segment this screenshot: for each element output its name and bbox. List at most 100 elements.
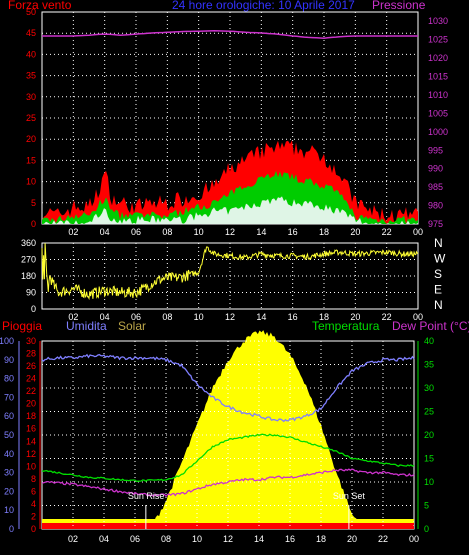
wind-x-tick-label: 18 <box>319 227 329 237</box>
wind-x-tick-label: 14 <box>256 227 266 237</box>
rain-y-tick-label: 12 <box>26 449 36 459</box>
climate-x-tick-label: 16 <box>285 534 295 544</box>
rain-y-tick-label: 18 <box>26 411 36 421</box>
rain-y-tick-label: 24 <box>26 374 36 384</box>
climate-x-tick-label: 08 <box>161 534 171 544</box>
humidity-line <box>41 353 415 423</box>
legend-umidita: Umidita <box>66 319 107 333</box>
climate-x-tick-label: 10 <box>192 534 202 544</box>
humidity-y-tick-label: 10 <box>4 505 14 515</box>
rain-y-tick-label: 16 <box>26 424 36 434</box>
pressure-y-tick-label: 1015 <box>428 72 448 82</box>
pressure-line <box>42 30 418 39</box>
pressure-y-tick-label: 975 <box>428 219 443 229</box>
pressure-y-tick-label: 1030 <box>428 16 448 26</box>
climate-chart-grid <box>42 340 415 529</box>
direction-x-tick-label: 20 <box>350 312 360 322</box>
humidity-y-tick-label: 40 <box>4 449 14 459</box>
rain-y-tick-label: 8 <box>31 474 36 484</box>
direction-y-tick-label: 360 <box>21 238 36 248</box>
temperature-y-tick-label: 25 <box>424 407 434 417</box>
temperature-line <box>41 433 415 483</box>
direction-y-tick-label: 180 <box>21 271 36 281</box>
pressure-y-tick-label: 980 <box>428 201 443 211</box>
pressure-y-tick-label: 995 <box>428 145 443 155</box>
pressure-y-tick-label: 1010 <box>428 90 448 100</box>
wind-x-tick-label: 08 <box>162 227 172 237</box>
direction-x-tick-label: 14 <box>256 312 266 322</box>
direction-x-tick-label: 04 <box>100 312 110 322</box>
wind-y-tick-label: 25 <box>26 113 36 123</box>
humidity-y-tick-label: 0 <box>9 524 14 534</box>
climate-x-tick-label: 14 <box>254 534 264 544</box>
direction-x-tick-label: 16 <box>288 312 298 322</box>
wind-x-tick-label: 06 <box>131 227 141 237</box>
climate-x-tick-label: 20 <box>347 534 357 544</box>
direction-chart-marks <box>41 243 419 301</box>
temperature-y-tick-label: 5 <box>424 501 429 511</box>
rain-y-tick-label: 6 <box>31 486 36 496</box>
pressure-y-tick-label: 1020 <box>428 53 448 63</box>
humidity-y-tick-label: 70 <box>4 392 14 402</box>
dew-point-line <box>41 468 415 498</box>
humidity-y-tick-label: 90 <box>4 355 14 365</box>
direction-x-tick-label: 06 <box>131 312 141 322</box>
compass-label: E <box>434 283 442 297</box>
climate-x-tick-label: 06 <box>130 534 140 544</box>
climate-x-tick-label: 00 <box>409 534 419 544</box>
climate-chart-axes: 0102030405060708090100024681012141618202… <box>0 336 434 544</box>
wind-x-tick-label: 02 <box>68 227 78 237</box>
humidity-y-tick-label: 80 <box>4 374 14 384</box>
rain-y-tick-label: 28 <box>26 349 36 359</box>
wind-x-tick-label: 22 <box>382 227 392 237</box>
rain-y-tick-label: 4 <box>31 499 36 509</box>
legend-solar: Solar <box>118 319 146 333</box>
compass-label: N <box>434 298 443 312</box>
climate-x-tick-label: 12 <box>223 534 233 544</box>
pressure-y-tick-label: 1005 <box>428 108 448 118</box>
direction-x-tick-label: 08 <box>162 312 172 322</box>
wind-pressure-chart: 0510152025303540455097598098599099510001… <box>8 0 448 237</box>
wind-y-tick-label: 15 <box>26 155 36 165</box>
wind-y-tick-label: 30 <box>26 92 36 102</box>
wind-y-tick-label: 50 <box>26 7 36 17</box>
compass-label: S <box>434 267 442 281</box>
wind-x-tick-label: 10 <box>194 227 204 237</box>
pressure-y-tick-label: 990 <box>428 164 443 174</box>
wind-title: Forza vento <box>8 0 72 12</box>
wind-min-area <box>42 196 418 224</box>
climate-chart-lines <box>41 353 415 529</box>
date-title: 24 hore orologiche: 10 Aprile 2017 <box>172 0 355 12</box>
direction-y-tick-label: 0 <box>31 304 36 314</box>
direction-x-tick-label: 00 <box>413 312 423 322</box>
wind-x-tick-label: 00 <box>413 227 423 237</box>
temperature-y-tick-label: 10 <box>424 477 434 487</box>
pressure-y-tick-label: 985 <box>428 182 443 192</box>
pressure-title: Pressione <box>372 0 426 12</box>
climate-x-tick-label: 22 <box>378 534 388 544</box>
wind-y-tick-label: 40 <box>26 49 36 59</box>
wind-y-tick-label: 10 <box>26 177 36 187</box>
temperature-y-tick-label: 30 <box>424 383 434 393</box>
temperature-y-tick-label: 40 <box>424 336 434 346</box>
direction-x-tick-label: 02 <box>68 312 78 322</box>
wind-y-tick-label: 45 <box>26 28 36 38</box>
direction-x-tick-label: 22 <box>382 312 392 322</box>
compass-label: W <box>434 252 446 266</box>
rain-y-tick-label: 2 <box>31 511 36 521</box>
legend-temperatura: Temperatura <box>312 319 380 333</box>
climate-x-tick-label: 18 <box>316 534 326 544</box>
temperature-y-tick-label: 15 <box>424 454 434 464</box>
legend-dew-point: Dew Point (°C) <box>392 319 469 333</box>
wind-y-tick-label: 5 <box>31 198 36 208</box>
rain-y-tick-label: 22 <box>26 386 36 396</box>
temperature-y-tick-label: 0 <box>424 524 429 534</box>
wind-x-tick-label: 12 <box>225 227 235 237</box>
temperature-y-tick-label: 35 <box>424 360 434 370</box>
rain-y-tick-label: 14 <box>26 436 36 446</box>
temperature-y-tick-label: 20 <box>424 430 434 440</box>
rain-y-tick-label: 26 <box>26 361 36 371</box>
compass-label: N <box>434 236 443 250</box>
